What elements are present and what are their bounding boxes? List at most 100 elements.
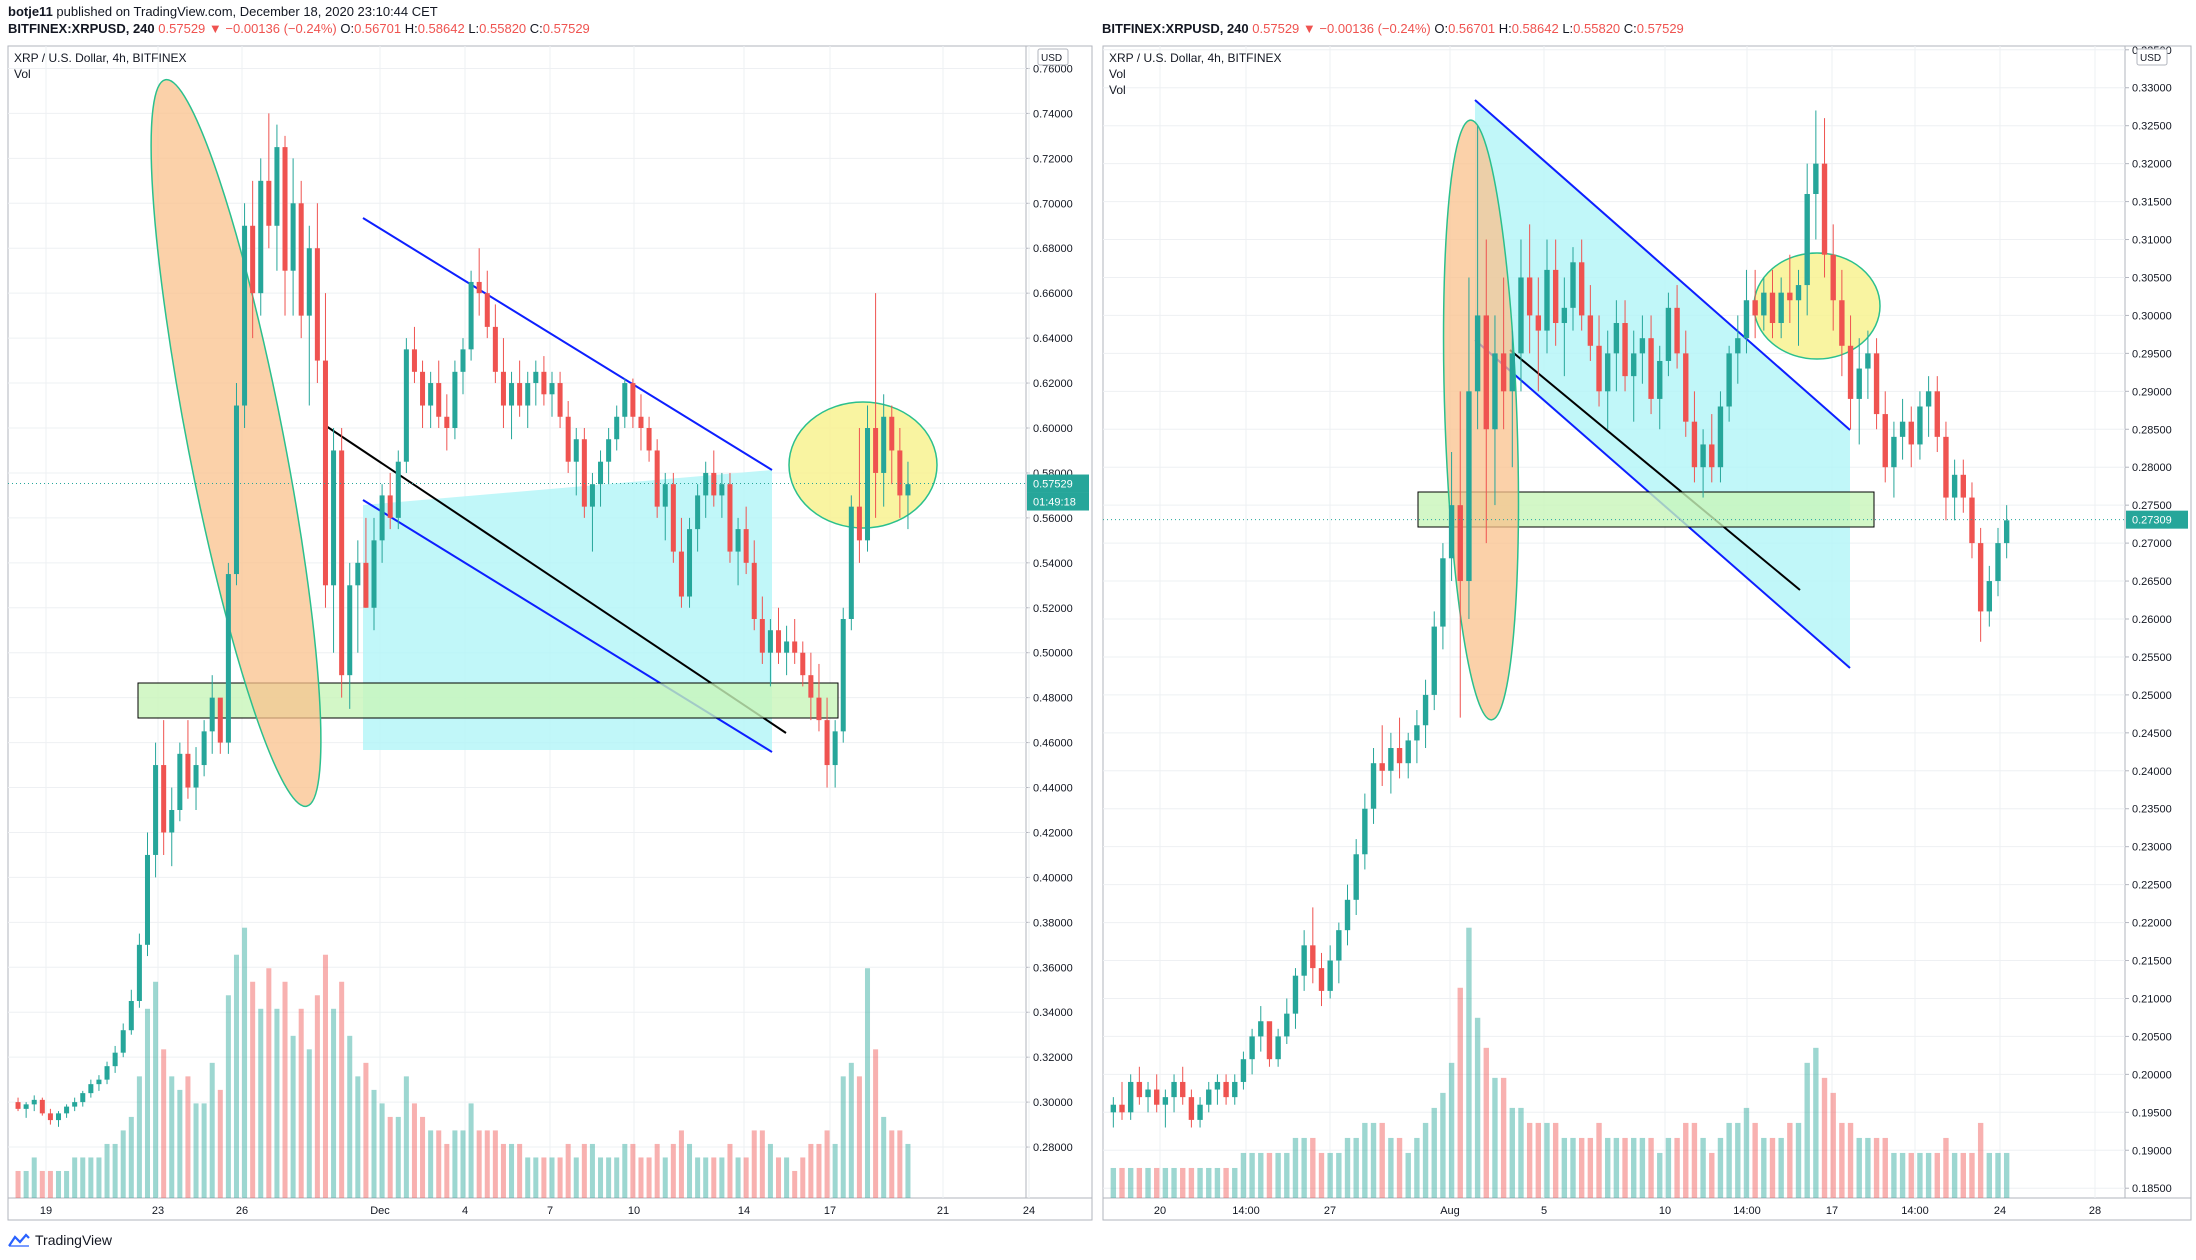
volume-bar (217, 1089, 223, 1198)
candle-body (1214, 1081, 1221, 1090)
candle-body (1778, 292, 1784, 324)
volume-bar (1396, 1137, 1403, 1198)
volume-bar (792, 1170, 798, 1198)
volume-bar (1891, 1152, 1897, 1198)
volume-bar (1752, 1122, 1758, 1198)
chart-panel-1[interactable]: 0.76000 0.74000 0.72000 0.70000 0.68000 0.660… (7, 45, 1093, 1221)
y-tick-label: 0.24000 (2132, 766, 2172, 778)
volume-bar (1969, 1152, 1975, 1198)
currency-badge[interactable] (1037, 48, 1069, 66)
candle-body (905, 484, 911, 496)
candle-body (1995, 543, 2001, 582)
volume-bar (1813, 1047, 1819, 1198)
candle-body (606, 439, 612, 462)
close-value: 0.57529 (1636, 21, 1684, 36)
x-tick-label: 17 (1826, 1205, 1838, 1217)
volume-bar (1925, 1152, 1932, 1198)
volume-bar (1284, 1152, 1290, 1198)
x-tick-label: 24 (1994, 1205, 2006, 1217)
tradingview-footer[interactable]: TradingView (8, 1232, 112, 1248)
candle-body (1977, 543, 1984, 612)
candle-body (1544, 269, 1550, 331)
candle-body (1960, 474, 1966, 498)
price-axis[interactable] (1025, 45, 1093, 1199)
candle-body (1726, 353, 1732, 407)
candle-body (225, 574, 231, 743)
candle-body (1986, 581, 1993, 612)
volume-bar (1214, 1167, 1221, 1198)
last-price-badge (2126, 510, 2188, 529)
volume-bar (201, 1103, 207, 1198)
chart-pane[interactable] (1102, 45, 2126, 1199)
volume-bar (1154, 1167, 1160, 1198)
volume-bar (2003, 1152, 2010, 1198)
candle-body (314, 248, 320, 361)
candle-body (727, 484, 733, 552)
y-tick-label: 0.27000 (2132, 538, 2172, 550)
candle-body (1873, 353, 1880, 415)
volume-bar (1787, 1122, 1793, 1198)
volume-bar (1440, 1092, 1446, 1198)
y-tick-label: 0.28500 (2132, 424, 2172, 436)
candle-body (1613, 323, 1620, 354)
candle-body (306, 248, 312, 316)
change-arrow-icon: ▼ (208, 21, 222, 36)
y-tick-label: 0.19500 (2132, 1107, 2172, 1119)
volume-bar (1552, 1122, 1559, 1198)
price-axis[interactable] (2124, 45, 2192, 1199)
volume-bar (1795, 1122, 1802, 1198)
candle-body (112, 1052, 118, 1067)
volume-bar (96, 1157, 102, 1198)
volume-bar (355, 1076, 361, 1198)
author-name[interactable]: botje11 (8, 4, 53, 19)
candle-body (193, 765, 199, 788)
volume-bar (622, 1143, 628, 1198)
y-tick-label: 0.24500 (2132, 728, 2172, 740)
candle-body (161, 765, 167, 833)
candle-body (808, 675, 814, 698)
candle-body (1596, 345, 1602, 392)
candle-body (1414, 725, 1420, 741)
x-tick-label: 26 (236, 1205, 248, 1217)
volume-bar (1127, 1167, 1134, 1198)
candle-body (533, 371, 539, 384)
candle-body (209, 697, 215, 732)
candle-body (1344, 899, 1351, 931)
volume-bar (1804, 1062, 1810, 1198)
candle-body (832, 731, 838, 766)
time-axis[interactable] (1102, 1197, 2192, 1221)
volume-bar (1526, 1122, 1533, 1198)
volume-bar (525, 1157, 531, 1198)
volume-bar (1960, 1152, 1966, 1198)
y-tick-label: 0.30500 (2132, 272, 2172, 284)
candle-body (403, 349, 409, 462)
candle-body (1891, 436, 1897, 468)
candle-body (1275, 1036, 1281, 1060)
candle-body (654, 450, 660, 507)
candle-body (1145, 1089, 1151, 1098)
volume-bar (1596, 1122, 1602, 1198)
currency-badge[interactable] (2136, 48, 2168, 66)
candle-body (816, 697, 822, 721)
candle-body (573, 439, 579, 462)
candle-body (420, 371, 426, 406)
candle-body (322, 360, 328, 586)
volume-bar (816, 1143, 822, 1198)
x-tick-label: Dec (370, 1205, 390, 1217)
candle-body (282, 147, 288, 271)
volume-bar (1301, 1137, 1307, 1198)
volume-bar (541, 1157, 547, 1198)
symbol-label: BITFINEX:XRPUSD, 240 (8, 21, 155, 36)
y-tick-label: 0.30000 (1033, 1097, 1073, 1109)
volume-bar (711, 1157, 717, 1198)
chart-panel-2[interactable]: 0.335000.330000.325000.320000.315000.310… (1102, 45, 2192, 1221)
candle-body (1492, 353, 1498, 430)
channel-upper-line (1474, 99, 1851, 431)
x-tick-label: 14:00 (1733, 1205, 1761, 1217)
candle-body (217, 697, 223, 743)
volume-bar (662, 1157, 668, 1198)
candle-body (96, 1079, 102, 1085)
candle-body (104, 1066, 110, 1080)
candle-body (1648, 338, 1654, 399)
